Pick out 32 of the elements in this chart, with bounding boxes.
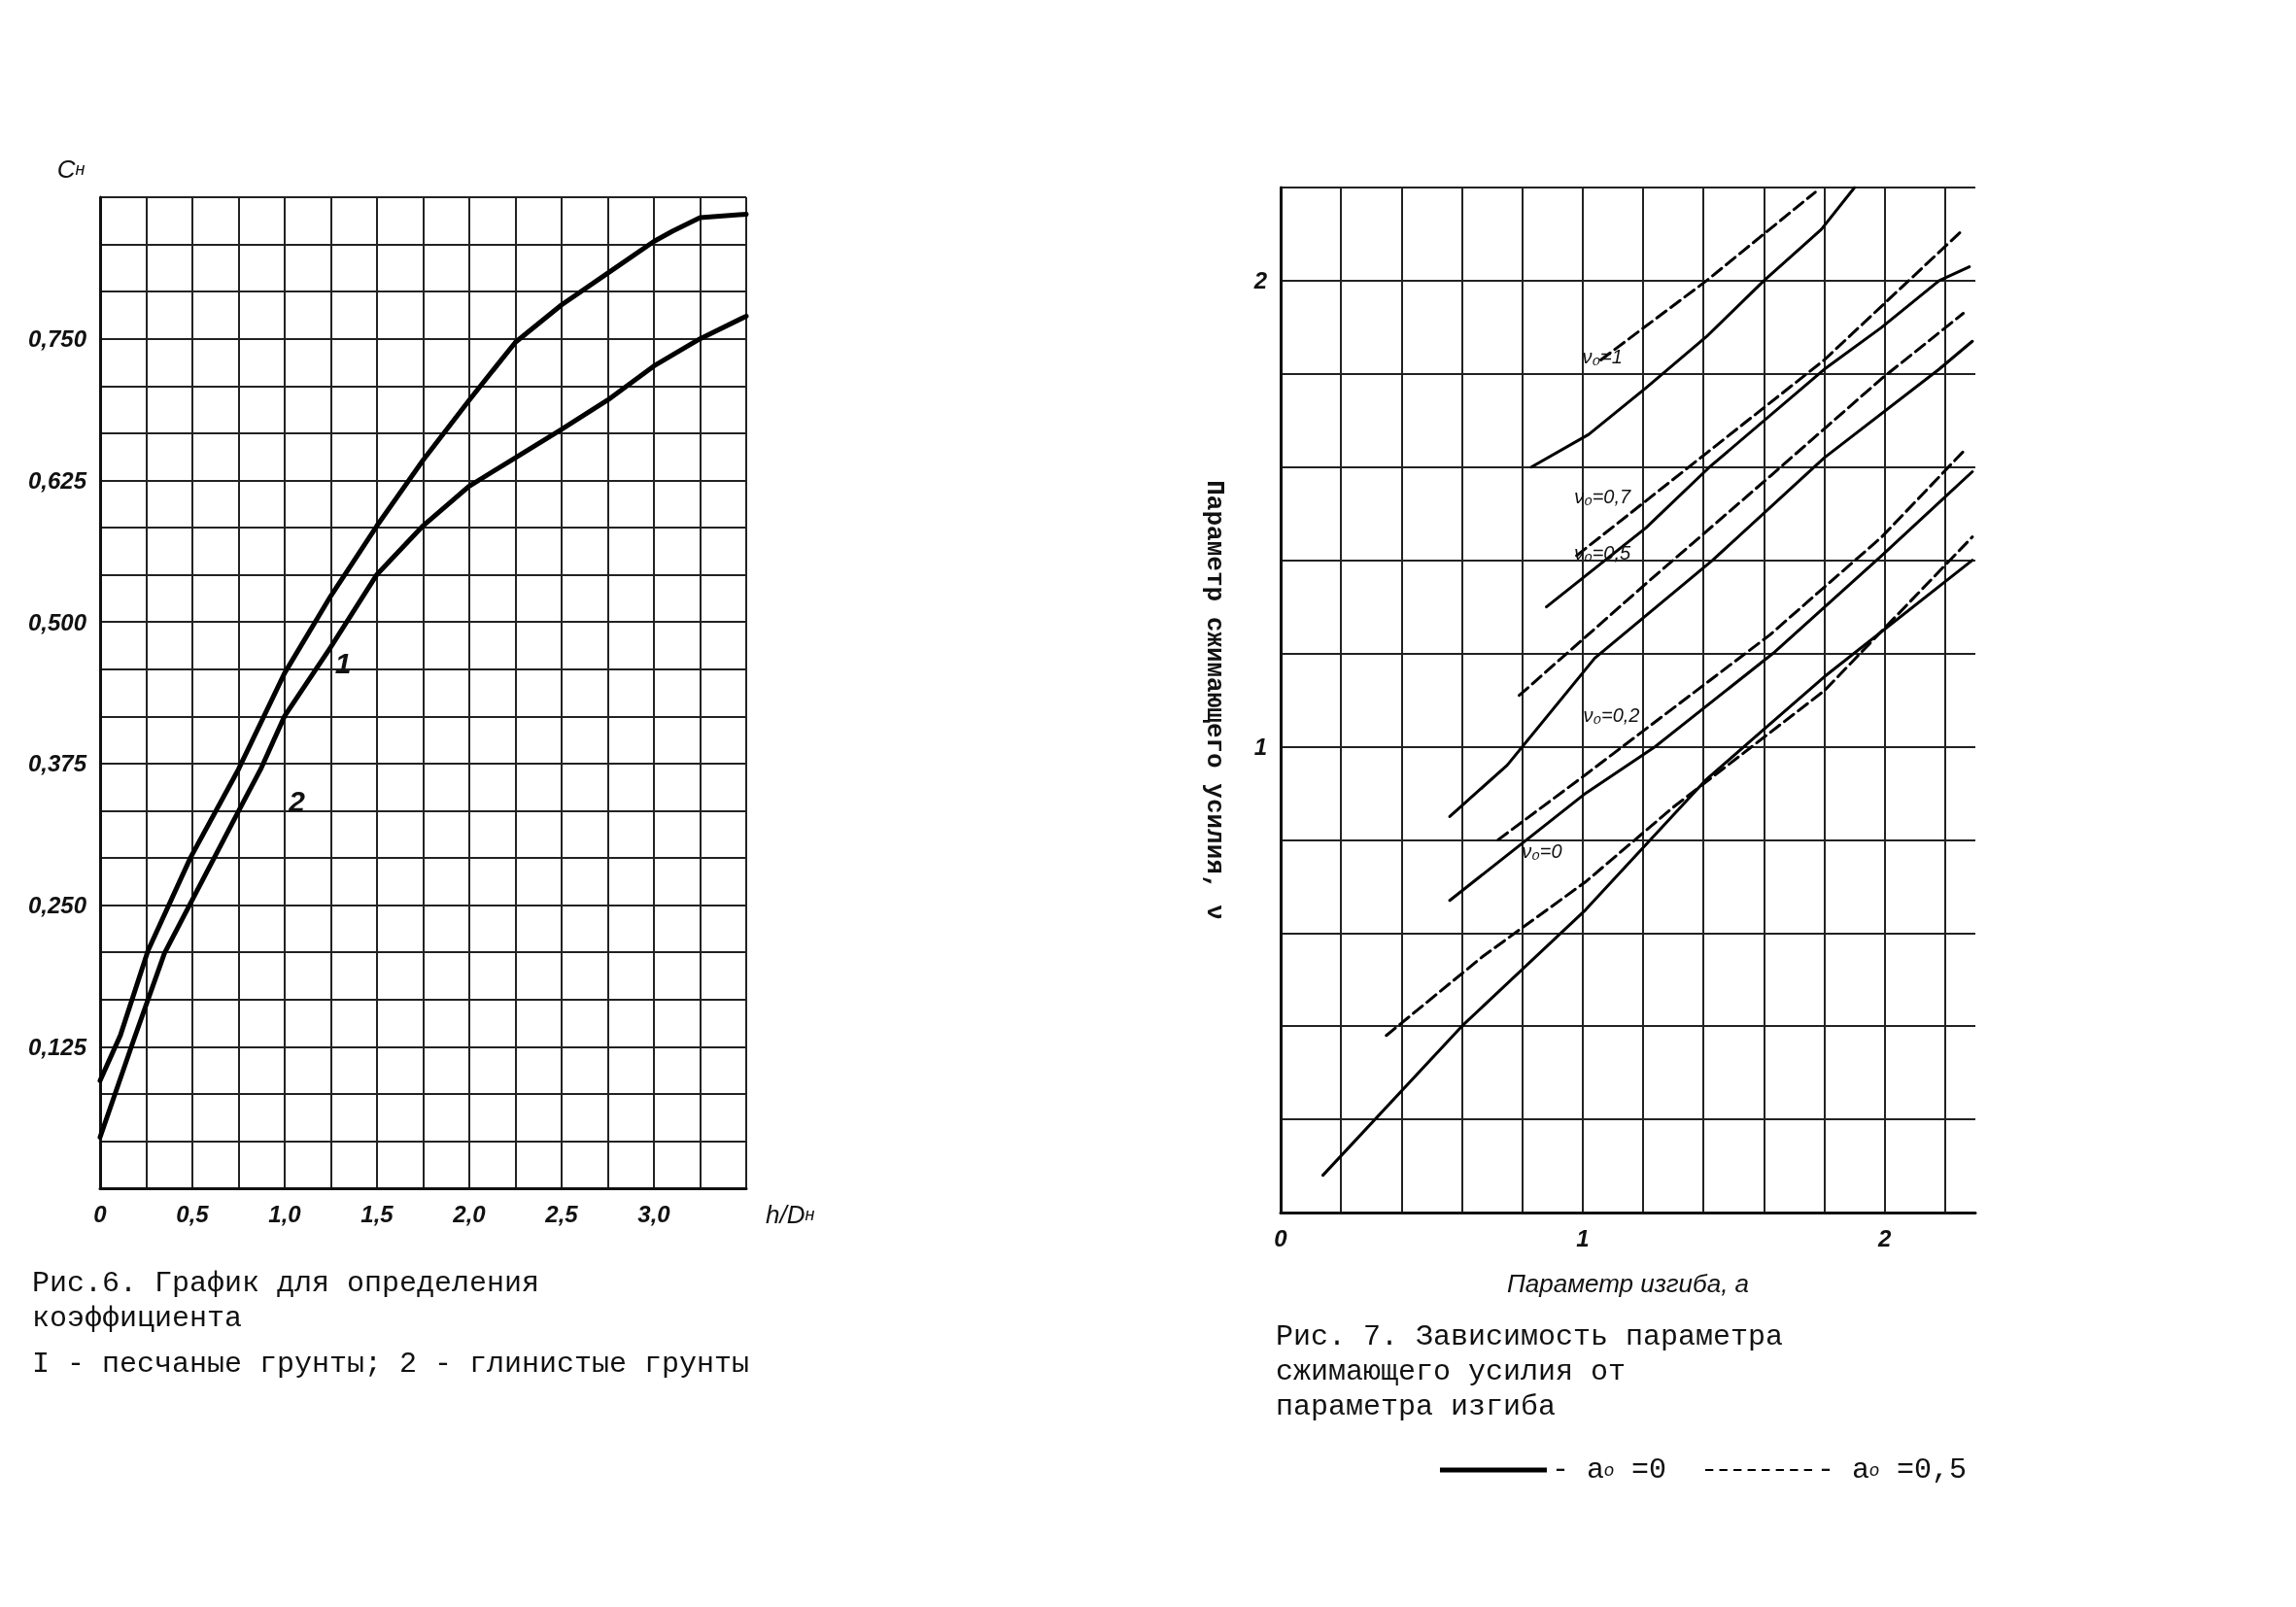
x-tick-label: 2 (1877, 1224, 1893, 1251)
y-tick-label: 0,250 (27, 892, 87, 919)
x-tick-label: 0 (93, 1200, 108, 1227)
x-axis-title: Параметр изгиба, a (1506, 1269, 1750, 1298)
text: Рис. 7. Зависимость параметра сжимающего усилия от параметра изгиба (1276, 1320, 1801, 1423)
line-series (1518, 311, 1966, 698)
line-series (1529, 186, 1857, 469)
x-tick-label: 1,0 (268, 1200, 302, 1227)
y-tick-label: 0,125 (27, 1033, 87, 1060)
x-tick-label: 2,5 (544, 1200, 579, 1227)
x-tick-label: 0,5 (176, 1200, 210, 1227)
line-series (1545, 265, 1971, 609)
y-tick-label: 0,500 (27, 608, 87, 635)
y-tick-label: 0,750 (27, 325, 87, 353)
annotation: 2 (288, 785, 306, 818)
annotation: ν₀=0,2 (1583, 704, 1640, 727)
x-tick-label: 1,5 (360, 1200, 394, 1227)
x-tick-label: 3,0 (637, 1200, 671, 1227)
x-tick-label: 1 (1576, 1224, 1590, 1251)
legend-label: - ao =0,5 (1817, 1453, 1968, 1487)
text: I - песчаные грунты; 2 - глинистые грунты (32, 1348, 750, 1381)
y-tick-label: 0,625 (27, 466, 87, 494)
line-series (1448, 470, 1974, 903)
x-tick-label: 2,0 (452, 1200, 487, 1227)
legend-label: - ao =0 (1551, 1453, 1666, 1487)
line-series (1448, 339, 1974, 818)
x-tick-label: 0 (1274, 1224, 1288, 1251)
y-axis-title: Параметр сжимающего усилия, ν (1200, 480, 1229, 920)
x-axis-title: h/Dн (766, 1200, 815, 1229)
text: Рис.6. График для определения коэффициента (32, 1267, 558, 1335)
y-tick-label: 0,375 (27, 750, 87, 777)
y-axis-title: Cн (56, 154, 86, 184)
